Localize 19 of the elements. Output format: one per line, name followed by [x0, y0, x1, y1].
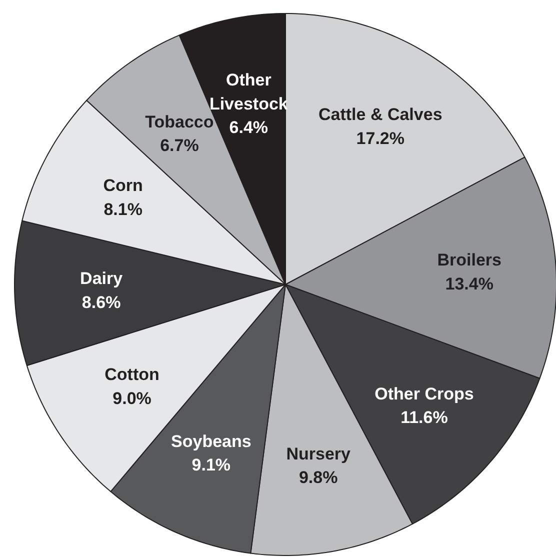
slice-label: Nursery	[286, 444, 352, 464]
data-label: 6.4%	[229, 118, 268, 138]
data-label: 9.0%	[112, 388, 152, 408]
data-label: 17.2%	[356, 128, 404, 148]
data-label: 8.6%	[82, 292, 121, 312]
data-label: 6.7%	[160, 136, 199, 156]
slice-label: Tobacco	[145, 112, 214, 132]
slice-label: Cotton	[104, 365, 160, 384]
slice-label: Dairy	[80, 269, 124, 288]
slice-label: Other Crops	[374, 384, 474, 404]
data-label: 9.8%	[298, 468, 338, 488]
data-label: 13.4%	[445, 274, 494, 294]
data-label: 11.6%	[400, 408, 448, 428]
slice-label: Cattle & Calves	[318, 105, 442, 124]
data-label: 8.1%	[104, 200, 142, 219]
slice-label: Broilers	[437, 250, 502, 270]
slice-label: Soybeans	[171, 432, 252, 451]
slice-label: Corn	[103, 176, 143, 196]
data-label: 9.1%	[192, 456, 231, 475]
